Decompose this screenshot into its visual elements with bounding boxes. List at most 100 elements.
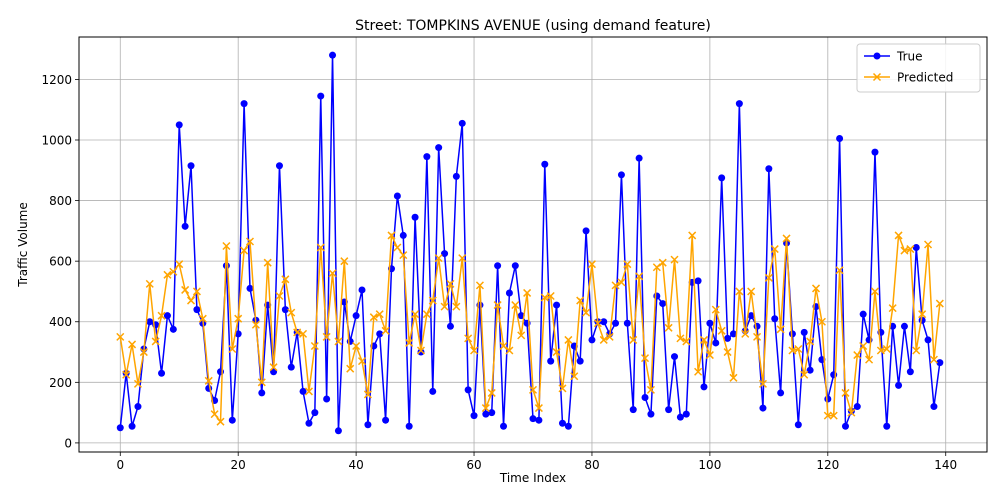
true-point [458,119,466,127]
predicted-point [599,335,608,344]
predicted-point [399,251,408,260]
ticks: 0 20 40 60 80 100 120 140 0 200 400 600 800 1000 1200 [41,73,957,472]
true-point [511,262,519,270]
predicted-point [764,273,773,282]
legend-true-label: True [896,50,923,64]
true-point [883,422,891,430]
predicted-point [629,335,638,344]
predicted-point [617,278,626,287]
true-point [659,300,667,308]
x-tick-label: 100 [698,458,721,472]
predicted-point [505,346,514,355]
true-point [836,134,844,142]
predicted-point [723,348,732,357]
true-point [228,416,236,424]
predicted-point [245,237,255,246]
predicted-point [847,408,856,417]
predicted-point [593,319,602,328]
predicted-point [676,334,685,343]
y-tick-label: 200 [49,376,72,390]
true-point [788,330,796,338]
true-point [564,422,572,430]
predicted-point [281,275,290,284]
true-point [488,409,496,417]
predicted-point [823,411,832,420]
true-point [924,336,932,344]
true-point [541,160,549,168]
true-point [729,330,737,338]
predicted-point [776,325,785,334]
true-point [417,348,425,356]
predicted-point [181,285,190,294]
true-point [376,330,384,338]
predicted-point [186,296,196,305]
true-point [258,389,266,397]
predicted-point [157,311,166,320]
predicted-point [411,310,420,319]
true-point [470,412,478,420]
true-point [724,334,732,342]
predicted-point [257,378,266,387]
predicted-point [546,291,555,301]
true-point [482,410,490,418]
true-point [500,422,508,430]
predicted-point [900,246,909,255]
predicted-point [493,301,502,310]
predicted-point [517,331,526,340]
true-point [240,100,248,108]
predicted-point [405,338,414,347]
true-point [718,174,726,182]
y-tick-label: 0 [64,436,72,450]
predicted-point [894,231,903,240]
predicted-point [717,326,726,335]
true-point [116,424,124,432]
predicted-series-line [119,232,941,424]
predicted-point [340,257,349,266]
true-point [930,403,938,411]
true-point [824,395,832,403]
predicted-point [523,288,532,297]
x-tick-label: 40 [348,458,363,472]
true-point [623,319,631,327]
predicted-point [464,334,473,343]
true-point [181,222,189,230]
predicted-point [906,245,915,254]
x-tick-label: 120 [816,458,839,472]
true-point [653,292,661,300]
predicted-point [646,385,655,394]
predicted-point [222,241,231,251]
true-point [576,357,584,365]
predicted-point [558,384,567,393]
predicted-point [210,410,219,419]
predicted-point [475,281,484,290]
true-point [435,144,443,152]
predicted-point [611,281,620,290]
true-point [777,389,785,397]
predicted-point [741,329,750,338]
true-point [346,337,354,345]
true-point [641,393,649,401]
predicted-point [782,234,791,243]
true-point [635,154,643,162]
predicted-point [511,301,520,310]
predicted-point [304,387,313,396]
predicted-point [352,341,361,351]
true-point [558,419,566,427]
predicted-point [888,304,897,313]
predicted-point [216,417,225,426]
chart-title: Street: TOMPKINS AVENUE (using demand fe… [355,18,711,34]
predicted-point [758,379,767,388]
true-point [771,315,779,323]
true-point [329,51,337,59]
predicted-point [470,346,479,355]
predicted-point [322,332,331,341]
predicted-point [375,310,384,319]
true-point [411,213,419,221]
predicted-point [487,388,496,397]
true-point [936,359,944,367]
true-point [906,368,914,376]
true-point [275,162,283,170]
true-point [423,153,431,161]
true-point [287,363,295,371]
